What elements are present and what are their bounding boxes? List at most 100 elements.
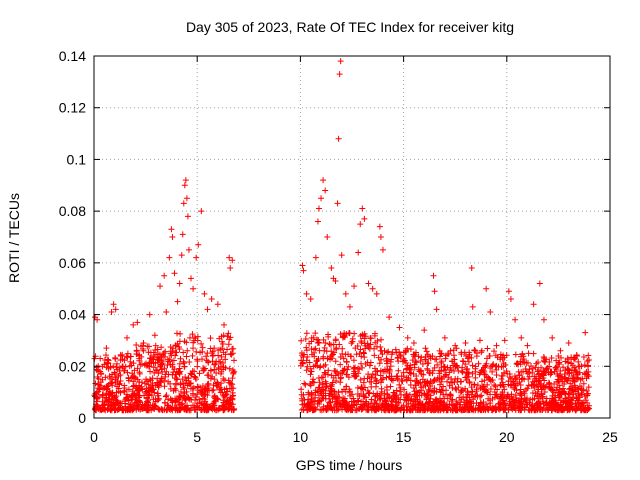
data-point bbox=[376, 223, 383, 230]
data-point bbox=[444, 351, 451, 358]
data-point bbox=[396, 388, 403, 395]
data-point bbox=[414, 396, 421, 403]
data-point bbox=[198, 340, 205, 347]
data-point bbox=[191, 334, 198, 341]
data-point bbox=[215, 364, 222, 371]
data-point bbox=[492, 383, 499, 390]
data-point bbox=[468, 384, 475, 391]
data-point bbox=[348, 403, 355, 410]
data-point bbox=[492, 404, 499, 411]
data-point bbox=[113, 364, 120, 371]
data-point bbox=[202, 385, 209, 392]
data-point bbox=[450, 352, 457, 359]
data-point bbox=[479, 366, 486, 373]
data-point bbox=[161, 353, 168, 360]
data-point bbox=[223, 398, 230, 405]
data-point bbox=[578, 399, 585, 406]
data-point bbox=[340, 355, 347, 362]
data-point bbox=[170, 357, 177, 364]
data-point bbox=[415, 406, 422, 413]
data-point bbox=[470, 396, 477, 403]
data-point bbox=[444, 395, 451, 402]
data-point bbox=[586, 402, 593, 409]
data-point bbox=[478, 367, 485, 374]
data-point bbox=[471, 381, 478, 388]
data-point bbox=[536, 280, 543, 287]
data-point bbox=[326, 341, 333, 348]
data-point bbox=[192, 396, 199, 403]
data-point bbox=[585, 373, 592, 380]
data-point bbox=[378, 376, 385, 383]
data-point bbox=[472, 392, 479, 399]
data-point bbox=[171, 270, 178, 277]
data-point bbox=[524, 370, 531, 377]
x-tick-label: 0 bbox=[90, 429, 98, 445]
data-point bbox=[136, 382, 143, 389]
x-axis-label: GPS time / hours bbox=[296, 457, 403, 473]
data-point bbox=[305, 389, 312, 396]
data-point bbox=[401, 357, 408, 364]
data-point bbox=[133, 342, 140, 349]
data-point bbox=[338, 252, 345, 259]
data-point bbox=[335, 135, 342, 142]
data-point bbox=[312, 254, 319, 261]
data-point bbox=[503, 395, 510, 402]
data-point bbox=[186, 407, 193, 414]
data-point bbox=[192, 376, 199, 383]
data-point bbox=[468, 354, 475, 361]
data-point bbox=[390, 405, 397, 412]
data-point bbox=[152, 342, 159, 349]
data-point bbox=[566, 386, 573, 393]
data-point bbox=[558, 373, 565, 380]
data-point bbox=[328, 372, 335, 379]
data-point bbox=[215, 352, 222, 359]
data-point bbox=[192, 374, 199, 381]
data-point bbox=[437, 399, 444, 406]
data-point bbox=[343, 383, 350, 390]
data-point bbox=[446, 392, 453, 399]
data-point bbox=[387, 383, 394, 390]
data-point bbox=[119, 363, 126, 370]
data-point bbox=[577, 376, 584, 383]
data-point bbox=[214, 301, 221, 308]
data-point bbox=[104, 356, 111, 363]
data-point bbox=[346, 303, 353, 310]
data-point bbox=[571, 378, 578, 385]
data-point bbox=[229, 350, 236, 357]
data-point bbox=[452, 342, 459, 349]
data-point bbox=[495, 400, 502, 407]
data-point bbox=[162, 399, 169, 406]
data-point bbox=[534, 392, 541, 399]
data-point bbox=[302, 404, 309, 411]
data-point bbox=[308, 346, 315, 353]
data-point bbox=[121, 367, 128, 374]
data-point bbox=[379, 351, 386, 358]
data-point bbox=[181, 363, 188, 370]
data-point bbox=[333, 368, 340, 375]
data-point bbox=[469, 362, 476, 369]
data-point bbox=[328, 391, 335, 398]
data-point bbox=[544, 364, 551, 371]
data-point bbox=[468, 265, 475, 272]
data-point bbox=[197, 349, 204, 356]
data-point bbox=[584, 371, 591, 378]
data-point bbox=[314, 357, 321, 364]
data-point bbox=[207, 335, 214, 342]
y-tick-label: 0.08 bbox=[59, 203, 86, 219]
data-point bbox=[191, 368, 198, 375]
data-point bbox=[444, 378, 451, 385]
data-point bbox=[125, 386, 132, 393]
data-point bbox=[315, 205, 322, 212]
data-point bbox=[361, 215, 368, 222]
data-point bbox=[189, 352, 196, 359]
data-point bbox=[529, 369, 536, 376]
data-point bbox=[377, 234, 384, 240]
data-point bbox=[204, 392, 211, 399]
data-point bbox=[328, 381, 335, 388]
data-point bbox=[377, 367, 384, 374]
data-point bbox=[109, 392, 116, 399]
data-point bbox=[341, 365, 348, 372]
data-point bbox=[548, 355, 555, 362]
data-point bbox=[179, 231, 186, 238]
data-point bbox=[312, 406, 319, 413]
